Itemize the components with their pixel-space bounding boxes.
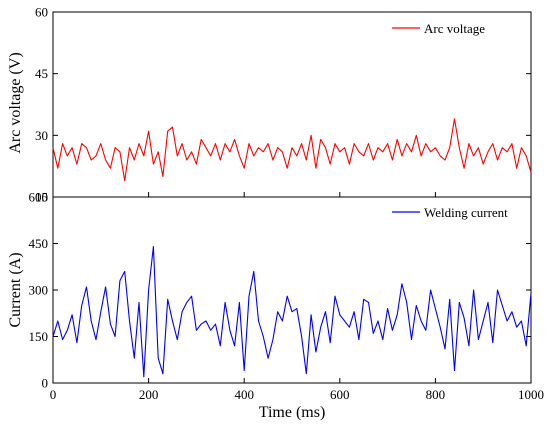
current-legend-label: Welding current xyxy=(424,205,508,220)
current-panel: 0 150 300 450 0 200 400 600 800 1000 600 xyxy=(29,190,545,403)
x-tick-label: 200 xyxy=(139,387,159,402)
voltage-series-line xyxy=(52,118,532,182)
x-tick-label: 600 xyxy=(330,387,350,402)
voltage-y-tick-label: 15 xyxy=(35,190,48,205)
x-tick-label: 400 xyxy=(234,387,254,402)
current-y-tick-label: 0 xyxy=(42,376,49,391)
shared-y-tick-label: 600 xyxy=(29,190,49,205)
voltage-y-tick-label: 30 xyxy=(35,128,48,143)
x-tick-label: 0 xyxy=(50,387,57,402)
voltage-y-tick-label: 60 xyxy=(35,5,48,20)
current-plot-frame xyxy=(52,196,532,384)
voltage-y-axis-title: Arc voltage (V) xyxy=(7,52,24,153)
current-series-line xyxy=(52,246,532,378)
voltage-plot-frame xyxy=(52,11,532,198)
current-y-axis-title: Current (A) xyxy=(7,252,24,327)
voltage-y-tick-label: 45 xyxy=(35,66,48,81)
x-tick-label: 800 xyxy=(426,387,446,402)
x-axis-title: Time (ms) xyxy=(259,404,326,421)
current-y-tick-label: 450 xyxy=(29,236,49,251)
voltage-legend-label: Arc voltage xyxy=(424,21,485,36)
x-tick-label: 1000 xyxy=(518,387,544,402)
current-y-tick-label: 150 xyxy=(29,329,49,344)
current-y-tick-label: 300 xyxy=(29,283,49,298)
